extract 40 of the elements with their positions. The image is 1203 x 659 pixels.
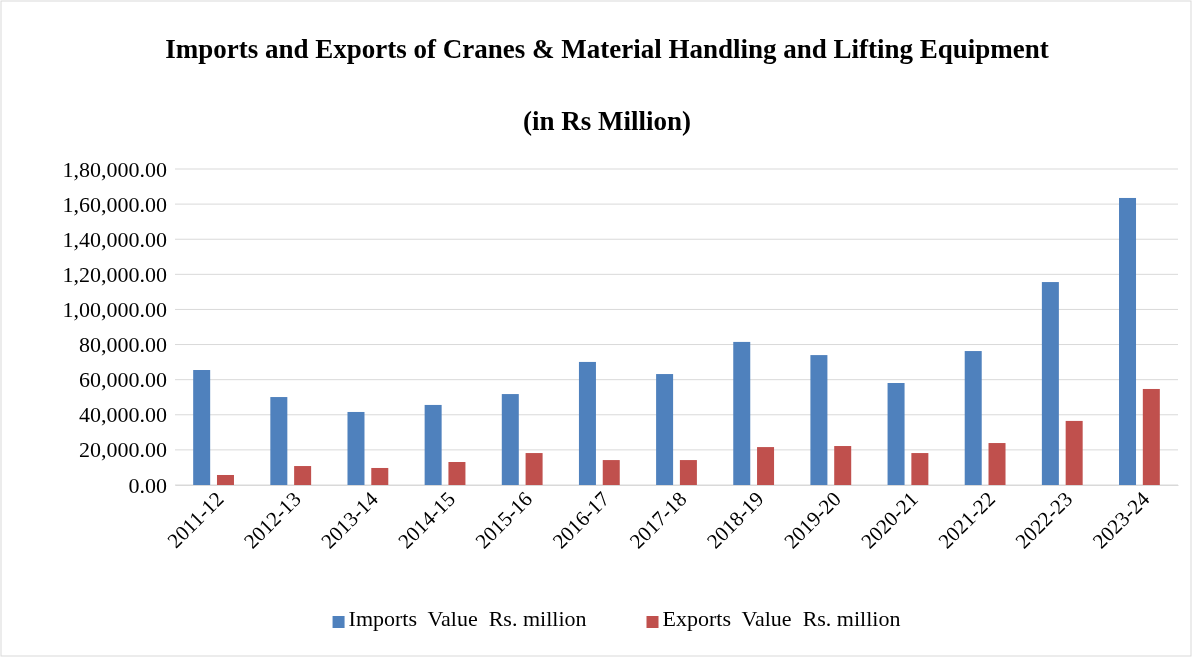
- bar: [578, 361, 596, 485]
- bar: [733, 341, 751, 485]
- bar: [679, 460, 697, 485]
- bar: [602, 460, 620, 485]
- legend-label: Exports Value Rs. million: [662, 606, 901, 631]
- chart-subtitle: (in Rs Million): [522, 106, 692, 136]
- y-tick-label: 1,20,000.00: [62, 261, 167, 287]
- bar: [1142, 388, 1160, 485]
- y-tick-label: 80,000.00: [79, 332, 167, 358]
- bar: [834, 446, 852, 485]
- bar: [270, 397, 288, 485]
- bar: [294, 466, 312, 485]
- bar: [887, 383, 905, 485]
- y-tick-label: 40,000.00: [79, 402, 167, 428]
- bar: [347, 411, 365, 485]
- y-tick-label: 1,00,000.00: [62, 296, 167, 322]
- bar: [1119, 197, 1137, 485]
- chart-title: Imports and Exports of Cranes & Material Handling and Lifting Equipment: [165, 34, 1049, 64]
- bar: [193, 370, 211, 485]
- bar: [964, 351, 982, 485]
- legend-label: Imports Value Rs. million: [348, 606, 587, 631]
- y-tick-label: 60,000.00: [79, 367, 167, 393]
- y-tick-label: 1,80,000.00: [62, 156, 167, 182]
- y-tick-label: 0.00: [128, 472, 167, 498]
- bar: [501, 394, 519, 485]
- bar: [757, 447, 775, 485]
- bar: [448, 462, 466, 485]
- bar: [424, 404, 442, 485]
- bar: [371, 467, 389, 485]
- bar: [216, 474, 234, 485]
- bar: [988, 443, 1006, 485]
- bar: [525, 453, 543, 485]
- bar: [911, 453, 929, 485]
- y-tick-label: 20,000.00: [79, 437, 167, 463]
- bar: [1041, 282, 1059, 485]
- y-tick-label: 1,40,000.00: [62, 226, 167, 252]
- bar: [1065, 420, 1083, 485]
- bar: [810, 355, 828, 485]
- y-tick-label: 1,60,000.00: [62, 191, 167, 217]
- bar: [656, 374, 674, 485]
